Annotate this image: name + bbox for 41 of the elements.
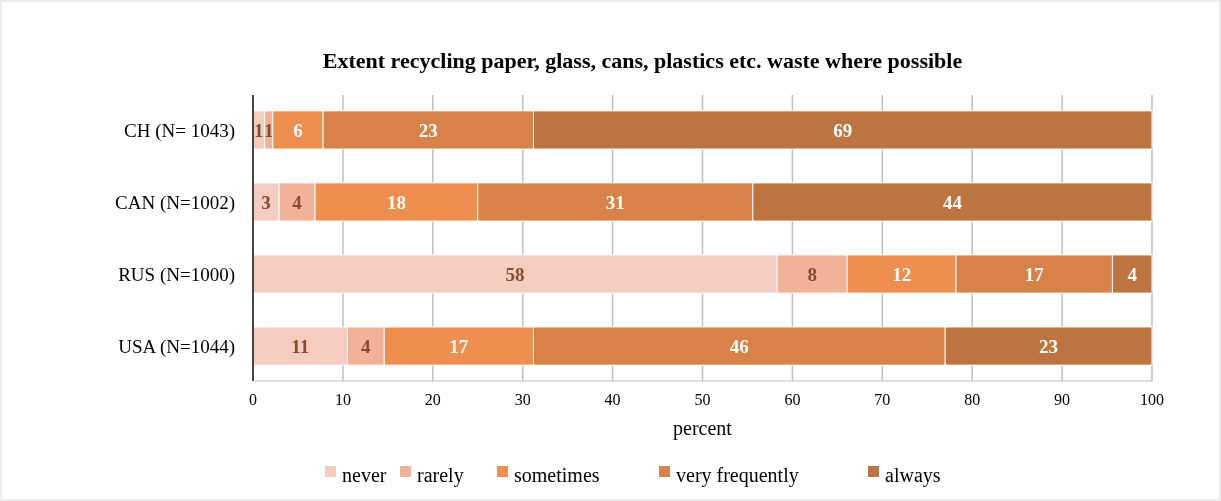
x-axis-title: percent <box>673 417 733 440</box>
y-tick-label: CH (N= 1043) <box>124 119 235 142</box>
data-label: 11 <box>291 335 310 357</box>
x-tick-label: 80 <box>964 391 981 408</box>
x-tick-label: 90 <box>1054 391 1071 408</box>
x-tick-label: 30 <box>514 391 531 408</box>
legend-label: rarely <box>417 464 464 487</box>
data-label: 3 <box>261 191 271 213</box>
legend-label: always <box>885 464 941 487</box>
y-tick-label: USA (N=1044) <box>118 335 235 358</box>
x-tick-label: 20 <box>424 391 441 408</box>
data-label: 17 <box>1024 263 1045 285</box>
legend-label: very frequently <box>676 464 799 487</box>
data-label: 4 <box>361 335 372 357</box>
chart-title: Extent recycling paper, glass, cans, plastics etc. waste where possible <box>322 48 963 73</box>
data-label: 58 <box>505 263 525 285</box>
data-label: 69 <box>833 119 853 141</box>
data-label: 31 <box>605 191 625 213</box>
x-tick-label: 100 <box>1140 391 1164 408</box>
x-tick-label: 50 <box>694 391 711 408</box>
data-label: 23 <box>1039 335 1059 357</box>
data-label: 18 <box>386 191 406 213</box>
data-label: 23 <box>418 119 438 141</box>
data-label: 6 <box>293 119 303 141</box>
x-tick-label: 60 <box>784 391 801 408</box>
data-label: 12 <box>892 263 912 285</box>
data-label: 1 <box>254 119 264 141</box>
data-label: 44 <box>942 191 963 213</box>
y-tick-label: CAN (N=1002) <box>115 191 235 214</box>
data-label: 17 <box>449 335 469 357</box>
data-label: 4 <box>1127 263 1138 285</box>
x-tick-label: 70 <box>874 391 891 408</box>
legend-label: sometimes <box>514 464 600 486</box>
data-label: 46 <box>729 335 749 357</box>
x-tick-label: 0 <box>249 391 257 408</box>
legend-label: never <box>342 464 387 486</box>
x-tick-label: 10 <box>334 391 351 408</box>
y-tick-label: RUS (N=1000) <box>118 263 235 286</box>
data-label: 8 <box>807 263 817 285</box>
x-tick-label: 40 <box>604 391 621 408</box>
data-label: 4 <box>292 191 303 213</box>
